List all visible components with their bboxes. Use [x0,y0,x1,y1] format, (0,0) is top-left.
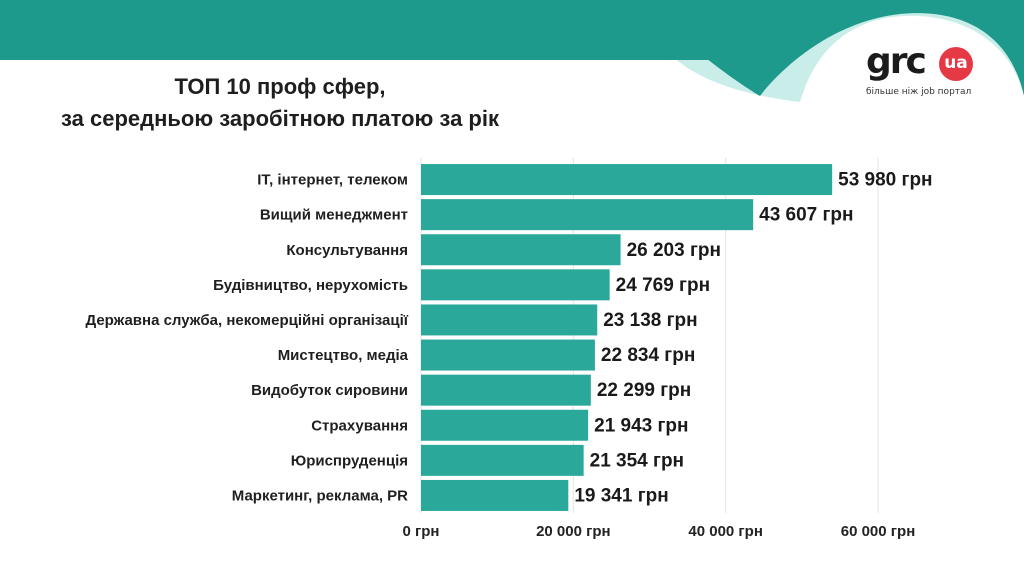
category-label: Видобуток сировини [251,382,408,399]
bar [421,199,754,231]
bar [421,234,621,266]
category-label: ІТ, інтернет, телеком [257,172,408,189]
x-tick-label: 40 000 грн [688,523,763,540]
value-labels: 53 980 грн 43 607 грн 26 203 грн 24 769 грн… [574,170,932,507]
category-label: Державна служба, некомерційні організаці… [85,312,408,329]
value-label: 53 980 грн [838,170,932,191]
value-label: 23 138 грн [603,310,697,331]
chart-title-line-2: за середньою заробітною платою за рік [61,106,499,131]
x-tick-label: 0 грн [403,523,440,540]
bar [421,374,591,406]
logo-tagline: більше ніж job портал [866,87,972,97]
logo-badge [800,15,1024,119]
category-label: Маркетинг, реклама, PR [232,487,408,504]
bars [421,164,833,511]
value-label: 21 943 грн [594,415,688,436]
category-label: Мистецтво, медіа [278,347,409,364]
logo-ua-badge: ua [939,47,973,81]
value-label: 43 607 грн [759,205,853,226]
bar [421,269,610,301]
category-label: Вищий менеджмент [260,207,408,224]
category-label: Юриспруденція [291,452,408,469]
bar [421,479,569,511]
x-tick-label: 60 000 грн [841,523,916,540]
x-tick-label: 20 000 грн [536,523,611,540]
bar [421,339,595,371]
grc-ua-logo[interactable]: grc ua більше ніж job портал [866,42,996,102]
value-label: 26 203 грн [627,240,721,261]
value-label: 22 299 грн [597,380,691,401]
logo-brand-text: grc [866,41,927,82]
chart-title-line-1: ТОП 10 проф сфер, [174,74,386,99]
category-label: Будівництво, нерухомість [213,277,408,294]
category-labels: ІТ, інтернет, телеком Вищий менеджмент Кон… [85,172,408,505]
category-label: Консультування [286,242,408,259]
value-label: 21 354 грн [590,450,684,471]
bar [421,444,584,476]
banner-dark-wave [640,0,1024,96]
category-label: Страхування [311,417,408,434]
value-label: 22 834 грн [601,345,695,366]
bar [421,164,833,196]
bar [421,304,598,336]
value-label: 24 769 грн [616,275,710,296]
bar [421,409,589,441]
banner-dark-strip [0,0,740,60]
x-axis-ticks: 0 грн 20 000 грн 40 000 грн 60 000 грн [403,523,916,540]
value-label: 19 341 грн [574,485,668,506]
